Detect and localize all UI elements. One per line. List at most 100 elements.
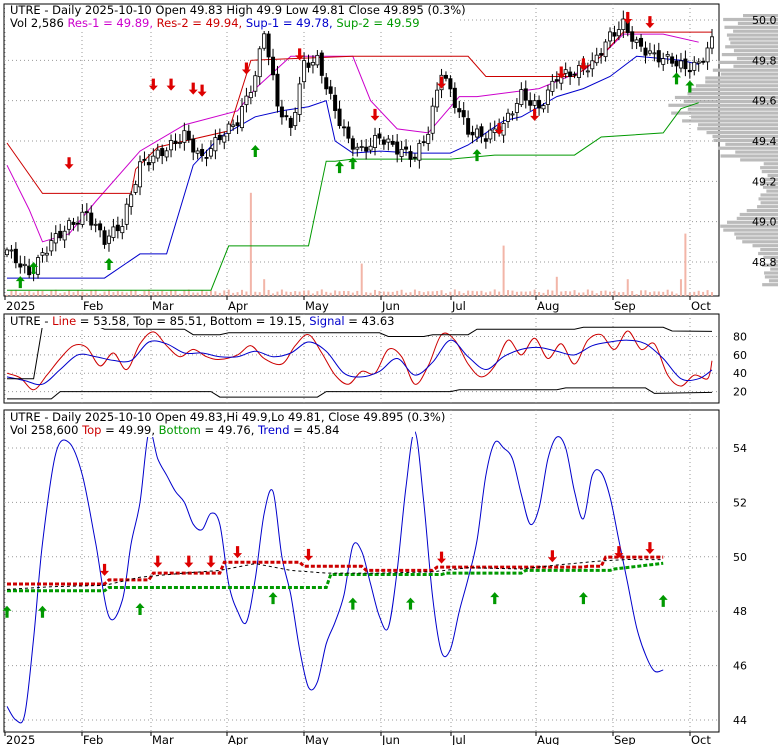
candle-body — [102, 230, 107, 245]
candle-body — [639, 37, 644, 47]
candle-body — [62, 230, 67, 241]
sell-arrow — [188, 82, 198, 95]
volume-profile-bar — [737, 21, 778, 25]
volume-bar — [356, 290, 359, 296]
macd-y-axis: 80 60 40 20 — [733, 331, 747, 399]
volume-profile-bar — [757, 205, 778, 209]
trend-buy-arrow — [658, 594, 668, 607]
volume-profile-bar — [724, 25, 778, 29]
candle-body — [58, 230, 63, 239]
trend-legend-line1: UTRE - Daily 2025-10-10 Open 49.83,Hi 49… — [10, 410, 445, 424]
volume-bar — [365, 292, 368, 296]
candle-body — [670, 56, 675, 64]
volume-profile-bar — [718, 60, 778, 64]
trend-y-tick-label: 50 — [733, 551, 747, 564]
volume-bar — [600, 290, 603, 296]
price-x-axis: 2025 Feb Mar Apr May Jun Jul Aug Sep Oct — [4, 296, 711, 313]
volume-bar — [232, 292, 235, 296]
candle-body — [674, 60, 679, 67]
volume-bar — [236, 292, 239, 296]
trend-sell-arrow — [547, 550, 557, 563]
candle-body — [182, 130, 187, 143]
volume-profile-bar — [760, 201, 778, 205]
macd-y-tick-label: 80 — [733, 331, 747, 344]
candle-body — [683, 58, 688, 70]
candle-body — [470, 131, 475, 136]
trend-series-trend — [6, 429, 664, 724]
volume-bar — [666, 289, 669, 296]
sell-arrow — [197, 84, 207, 97]
volume-bar — [436, 290, 439, 296]
price-legend: UTRE - Daily 2025-10-10 Open 49.83 High … — [5, 3, 466, 31]
volume-bar — [622, 292, 625, 296]
volume-bar — [72, 292, 75, 296]
volume-bar — [329, 292, 332, 296]
candle-body — [590, 60, 595, 70]
sell-arrow — [437, 76, 447, 89]
macd-y-tick-label: 40 — [733, 367, 747, 380]
buy-arrow — [685, 80, 695, 93]
candle-body — [13, 248, 18, 264]
trend-x-tick-label: Jul — [451, 733, 466, 745]
volume-bar — [706, 290, 709, 296]
price-y-axis: 50.0 49.8 49.6 49.4 49.2 49.0 48.8 — [752, 14, 777, 269]
volume-bar — [409, 292, 412, 296]
macd-legend-segment-1: Line — [52, 314, 76, 328]
trend-sell-arrow — [184, 555, 194, 568]
candle-body — [621, 18, 626, 30]
trend-gridlines — [4, 410, 719, 732]
volume-bar — [103, 291, 106, 296]
volume-profile-bar — [739, 212, 778, 217]
volume-profile-bar — [768, 279, 778, 283]
candle-body — [678, 60, 683, 69]
trend-x-axis: 2025 Feb Mar Apr May Jun Jul Aug Sep Oct — [4, 732, 711, 745]
volume-bar — [223, 290, 226, 296]
volume-bar — [648, 292, 651, 296]
candle-body — [120, 226, 125, 234]
trend-legend-line2-segment-3: Bottom — [159, 423, 201, 437]
candle-body — [262, 33, 267, 49]
volume-bar — [529, 291, 532, 296]
volume-profile-bar — [766, 189, 778, 193]
candle-body — [333, 94, 338, 111]
volume-profile-bar — [733, 49, 778, 53]
candle-body — [537, 99, 542, 109]
volume-bar — [662, 291, 665, 296]
volume-profile-bar — [674, 95, 778, 100]
sell-arrow — [241, 62, 251, 75]
candle-body — [44, 252, 49, 256]
volume-bar — [617, 292, 620, 296]
volume-bar — [130, 290, 133, 296]
volume-profile-bar — [734, 232, 778, 236]
candle-body — [257, 48, 262, 78]
candle-body — [191, 138, 196, 153]
volume-bar — [107, 289, 110, 296]
candle-body — [71, 221, 76, 225]
candle-body — [302, 60, 307, 83]
volume-profile-bar — [691, 115, 778, 119]
trend-legend-line1-segment-0: UTRE - Daily 2025-10-10 Open 49.83,Hi 49… — [10, 410, 445, 424]
volume-bar — [227, 289, 230, 296]
candle-body — [75, 222, 80, 225]
price-x-tick-label: Apr — [228, 299, 248, 313]
trend-legend-line2-segment-2: = 49.99, — [101, 423, 158, 437]
volume-bar — [635, 294, 638, 296]
volume-profile-bar — [760, 193, 778, 197]
trend-buy-arrow — [135, 603, 145, 616]
volume-bar — [609, 291, 612, 296]
trend-x-tick-label: Sep — [614, 733, 636, 745]
candle-body — [368, 145, 373, 151]
trend-legend-line2-segment-6: = 45.84 — [290, 423, 340, 437]
price-candles — [5, 10, 715, 282]
candle-body — [705, 47, 710, 63]
candle-body — [98, 223, 103, 231]
candle-body — [692, 61, 697, 71]
candle-body — [373, 135, 378, 148]
candle-body — [195, 150, 200, 154]
volume-bar — [440, 290, 443, 296]
candle-body — [395, 141, 400, 155]
candle-body — [315, 54, 320, 66]
volume-profile-bar — [742, 240, 778, 244]
price-y-tick-label: 49.8 — [752, 54, 777, 67]
macd-legend-segment-0: UTRE - — [10, 314, 52, 328]
